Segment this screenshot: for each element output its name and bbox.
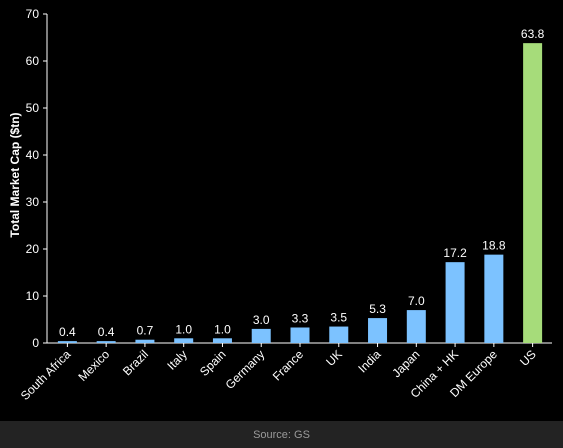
- data-label: 7.0: [408, 294, 425, 308]
- data-label: 3.0: [253, 313, 270, 327]
- data-label: 3.3: [292, 311, 309, 325]
- bar-india: [368, 318, 388, 343]
- value-labels: 0.4 0.4 0.7 1.0 1.0 3.0 3.3 3.5 5.3 7.0 17.2 18.8 63…: [59, 27, 545, 339]
- category-label: South Africa: [18, 347, 74, 403]
- y-axis: 0 10 20 30 40 50 60 70: [26, 7, 48, 350]
- source-caption: Source: GS: [0, 421, 563, 448]
- y-tick-label: 10: [26, 289, 40, 303]
- bar-uk: [329, 326, 349, 343]
- data-label: 1.0: [214, 322, 231, 336]
- category-label: Spain: [197, 347, 229, 379]
- category-label: Brazil: [120, 347, 151, 378]
- data-label: 0.4: [59, 325, 76, 339]
- y-tick-label: 50: [26, 101, 40, 115]
- category-label: India: [355, 347, 384, 376]
- category-label: France: [270, 347, 307, 384]
- bar-south-africa: [57, 341, 77, 343]
- bar-us: [523, 43, 543, 343]
- bar-brazil: [135, 339, 155, 343]
- category-label: Italy: [164, 347, 189, 372]
- data-label: 3.5: [330, 311, 347, 325]
- category-label: UK: [323, 347, 345, 369]
- category-label: Japan: [389, 347, 422, 380]
- chart-panel: 0 10 20 30 40 50 60 70 0.4 0.4 0.7 1.0 1.0 3.0 3.3 3.5…: [0, 0, 563, 421]
- data-label: 5.3: [369, 302, 386, 316]
- bar-france: [290, 327, 310, 343]
- x-axis: [47, 342, 552, 347]
- bar-chart: 0 10 20 30 40 50 60 70 0.4 0.4 0.7 1.0 1.0 3.0 3.3 3.5…: [8, 7, 552, 403]
- y-tick-label: 0: [32, 336, 39, 350]
- y-tick-label: 70: [26, 7, 40, 21]
- data-label: 18.8: [482, 239, 506, 253]
- bar-germany: [251, 328, 271, 343]
- category-label: Mexico: [75, 347, 112, 384]
- data-label: 17.2: [443, 246, 467, 260]
- data-label: 63.8: [521, 27, 545, 41]
- bar-mexico: [96, 341, 116, 343]
- bar-japan: [406, 310, 426, 343]
- y-tick-label: 40: [26, 148, 40, 162]
- bars: [57, 43, 543, 343]
- category-label: Germany: [223, 347, 268, 392]
- bar-china-hk: [445, 262, 465, 343]
- data-label: 0.7: [137, 324, 154, 338]
- category-labels: South Africa Mexico Brazil Italy SpainGerman…: [18, 347, 539, 403]
- y-tick-label: 20: [26, 242, 40, 256]
- bar-dm-europe: [484, 254, 504, 343]
- data-label: 0.4: [98, 325, 115, 339]
- bar-spain: [212, 338, 232, 343]
- y-axis-title: Total Market Cap ($tn): [8, 112, 22, 237]
- y-tick-label: 30: [26, 195, 40, 209]
- category-label: US: [517, 347, 539, 369]
- data-label: 1.0: [175, 322, 192, 336]
- bar-italy: [174, 338, 194, 343]
- source-text: Source: GS: [253, 428, 310, 441]
- y-tick-label: 60: [26, 54, 40, 68]
